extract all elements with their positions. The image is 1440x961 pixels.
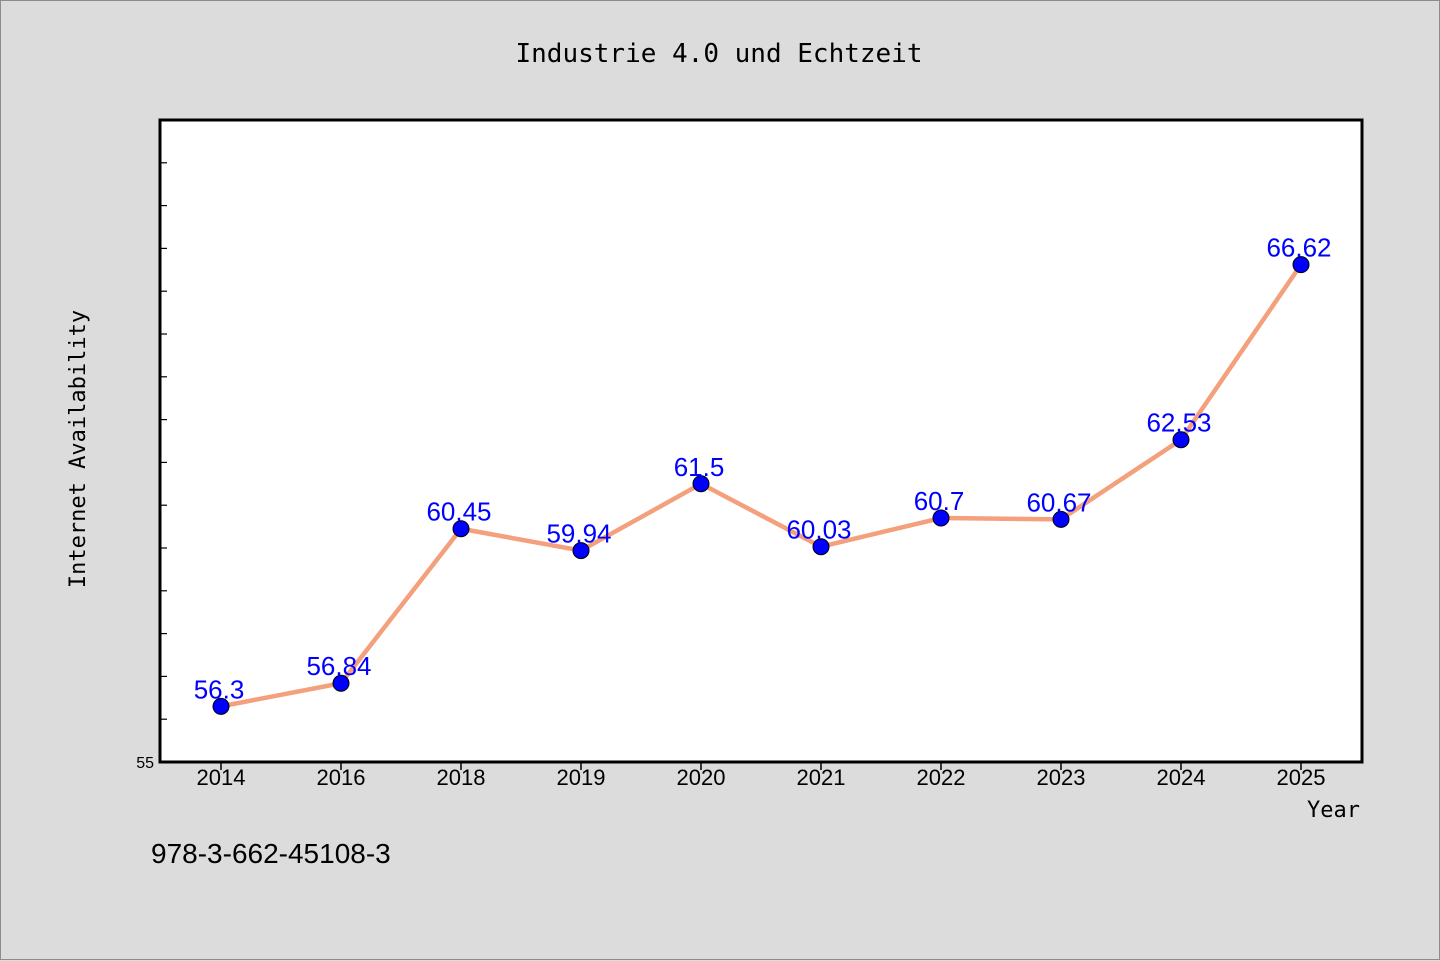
data-point bbox=[1052, 510, 1070, 528]
x-axis-label: Year bbox=[1307, 798, 1360, 823]
y-tick-label: 55 bbox=[136, 755, 154, 772]
data-point bbox=[452, 520, 470, 538]
series-line bbox=[218, 262, 1304, 709]
data-label: 60.67 bbox=[1026, 487, 1091, 517]
data-labels: 56.3 56.84 60.45 59.94 61.5 60.03 60.7 60.67 62.… bbox=[194, 233, 1332, 705]
x-tick-label: 2021 bbox=[797, 765, 846, 790]
data-label: 56.3 bbox=[194, 674, 245, 704]
data-point bbox=[812, 538, 830, 556]
series-line-group bbox=[218, 262, 1304, 709]
data-label: 60.45 bbox=[426, 497, 491, 527]
x-tick-label: 2014 bbox=[197, 765, 246, 790]
y-axis-label: Internet Availability bbox=[66, 310, 91, 588]
data-point bbox=[572, 542, 590, 560]
x-tick-label: 2016 bbox=[317, 765, 366, 790]
data-label: 66.62 bbox=[1266, 233, 1331, 263]
x-tick-label: 2018 bbox=[437, 765, 486, 790]
data-label: 61.5 bbox=[674, 452, 725, 482]
isbn-text: 978-3-662-45108-3 bbox=[151, 838, 391, 869]
data-point bbox=[1172, 431, 1190, 449]
data-label: 60.7 bbox=[914, 486, 965, 516]
data-point bbox=[212, 697, 230, 715]
data-point bbox=[932, 509, 950, 527]
x-tick-label: 2022 bbox=[917, 765, 966, 790]
data-label: 56.84 bbox=[306, 651, 371, 681]
data-label: 59.94 bbox=[546, 519, 611, 549]
data-markers bbox=[212, 256, 1310, 715]
x-axis-ticks: 2014 2016 2018 2019 2020 2021 2022 2023 2024 2025 bbox=[197, 762, 1326, 790]
data-point bbox=[332, 674, 350, 692]
data-point bbox=[692, 475, 710, 493]
data-label: 62.53 bbox=[1146, 408, 1211, 438]
data-point bbox=[1292, 256, 1310, 274]
y-axis-ticks: 55 bbox=[136, 162, 167, 772]
data-label: 60.03 bbox=[786, 515, 851, 545]
chart-title: Industrie 4.0 und Echtzeit bbox=[516, 39, 923, 69]
x-tick-label: 2025 bbox=[1277, 765, 1326, 790]
x-tick-label: 2019 bbox=[557, 765, 606, 790]
x-tick-label: 2024 bbox=[1157, 765, 1206, 790]
x-tick-label: 2020 bbox=[677, 765, 726, 790]
x-tick-label: 2023 bbox=[1037, 765, 1086, 790]
